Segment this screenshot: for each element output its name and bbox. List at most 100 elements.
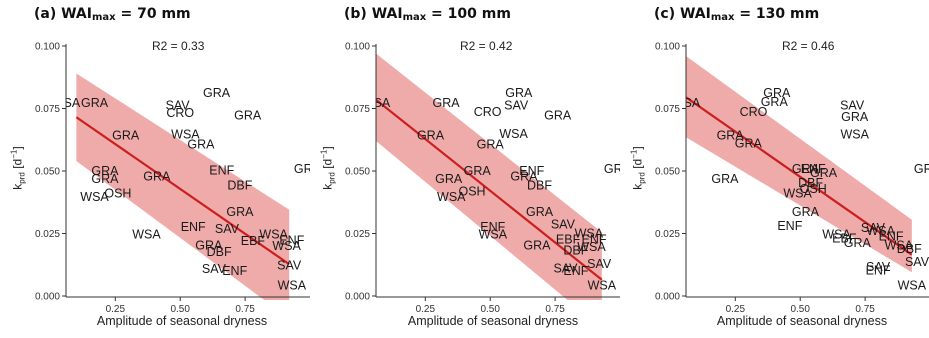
point-label: GRA [203, 86, 231, 100]
point-label: SAV [840, 98, 865, 112]
x-axis-label: Amplitude of seasonal dryness [716, 314, 888, 328]
point-label: WSA [80, 190, 109, 204]
point-label: GRA [717, 128, 745, 142]
point-label: SAV [861, 221, 886, 235]
point-label: GRA [294, 162, 310, 176]
y-tick-label: 0.075 [35, 104, 60, 115]
point-label: GRA [763, 86, 791, 100]
point-label: ENF [181, 220, 206, 234]
y-axis-label: kprd [d−1] [319, 146, 337, 190]
point-label: ENF [209, 163, 234, 177]
point-label: WSA [783, 187, 812, 201]
x-tick-label: 0.75 [855, 304, 875, 315]
point-label: EBF [832, 232, 857, 246]
point-label: GRA [544, 108, 572, 122]
y-tick-label: 0.025 [655, 229, 680, 240]
point-label: WSA [499, 127, 528, 141]
panel-c: (c) WAImax = 130 mm WSA GRA GRA CRO SAV GRA WS… [620, 0, 929, 338]
regression-line [686, 96, 913, 256]
point-label: DBF [563, 243, 588, 257]
y-axis-label: kprd [d−1] [629, 146, 647, 190]
x-tick-label: 0.75 [235, 304, 255, 315]
point-label: WSA [672, 96, 701, 110]
point-label: SAV [202, 262, 227, 276]
point-label: SAV [277, 258, 302, 272]
point-label: GRA [195, 238, 223, 252]
y-tick-label: 0.025 [345, 229, 370, 240]
point-label: GRA [505, 86, 533, 100]
y-tick-label: 0.050 [35, 167, 60, 178]
point-label: GRA [226, 205, 254, 219]
y-tick-label: 0.000 [655, 292, 680, 303]
x-axis-label: Amplitude of seasonal dryness [407, 314, 579, 328]
point-label: WSA [479, 228, 508, 242]
point-label: WSA [278, 278, 307, 292]
point-label: GRA [810, 166, 838, 180]
point-label: ENF [222, 264, 247, 278]
point-label: GRA [604, 162, 620, 176]
y-tick-label: 0.075 [655, 104, 680, 115]
point-label: WSA [575, 227, 604, 241]
point-label: GRA [477, 138, 505, 152]
x-tick-label: 0.50 [170, 304, 190, 315]
x-tick-label: 0.50 [790, 304, 810, 315]
point-label: EBF [241, 234, 266, 248]
point-label: GRA [523, 238, 551, 252]
point-label: OSH [458, 185, 485, 199]
point-label: DBF [227, 178, 252, 192]
point-label: WSA [840, 128, 869, 142]
x-axis-label: Amplitude of seasonal dryness [96, 314, 268, 328]
point-label: SAV [866, 260, 891, 274]
x-tick-label: 0.25 [106, 304, 126, 315]
point-label: EBF [556, 233, 581, 247]
x-tick-label: 0.75 [545, 304, 565, 315]
point-label: GRA [526, 205, 554, 219]
point-label: GRA [81, 96, 109, 110]
regression-line [75, 116, 290, 266]
plot-area: WSAGRASAVGRACROGRAGRAWSAGRAGRAENFGRAGRAG… [345, 42, 620, 315]
x-tick-label: 0.50 [480, 304, 500, 315]
plot-layer: WSAGRAGRACROSAVGRAWSAGRAGRAGRAGRAGRAENFG… [672, 56, 929, 292]
panel-b: (b) WAImax = 100 mm WSA GRA SAV GRA CRO GRA GR… [310, 0, 620, 338]
point-label: CRO [740, 105, 768, 119]
confidence-band [76, 73, 290, 300]
y-tick-label: 0.000 [345, 292, 370, 303]
point-label: GRA [792, 205, 820, 219]
y-tick-label: 0.050 [345, 167, 370, 178]
point-label: SAV [905, 255, 929, 269]
point-label: GRA [841, 110, 869, 124]
point-label: DBF [527, 178, 552, 192]
point-label: GRA [735, 137, 763, 151]
point-label: ENF [866, 263, 891, 277]
point-label: GRA [510, 170, 538, 184]
point-label: OSH [800, 182, 827, 196]
point-label: GRA [91, 172, 119, 186]
point-label: WSA [362, 96, 391, 110]
plot-area: WSAGRAGRACROSAVGRAWSAGRAGRAGRAGRAGRAENFG… [655, 42, 929, 315]
point-label: CRO [166, 106, 194, 120]
y-tick-label: 0.100 [655, 42, 680, 53]
point-label: WSA [171, 128, 200, 142]
point-label: GRA [914, 162, 929, 176]
point-label: WSA [52, 96, 81, 110]
point-label: DBF [798, 176, 823, 190]
point-label: ENF [480, 220, 505, 234]
y-axis-label: kprd [d−1] [9, 146, 27, 190]
point-label: ENF [777, 219, 802, 233]
point-label: GRA [187, 138, 215, 152]
panel-title: (c) WAImax = 130 mm [654, 6, 820, 23]
point-label: WSA [132, 228, 161, 242]
panel-title: (a) WAImax = 70 mm [34, 6, 191, 23]
point-label: WSA [866, 224, 895, 238]
point-label: SAV [166, 98, 191, 112]
point-label: SAV [215, 222, 240, 236]
y-tick-label: 0.050 [655, 167, 680, 178]
point-label: ENF [279, 233, 304, 247]
confidence-band [376, 53, 602, 300]
point-label: GRA [112, 128, 140, 142]
regression-line [376, 98, 603, 281]
point-label: DBF [207, 245, 232, 259]
y-tick-label: 0.000 [35, 292, 60, 303]
panel-title: (b) WAImax = 100 mm [344, 6, 511, 23]
